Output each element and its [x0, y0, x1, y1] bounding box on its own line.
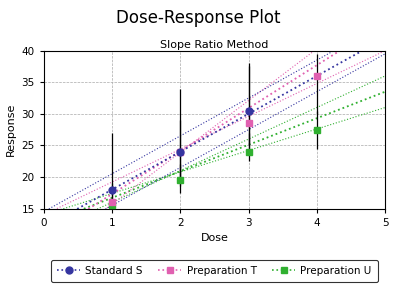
Title: Slope Ratio Method: Slope Ratio Method [160, 40, 268, 50]
Y-axis label: Response: Response [6, 103, 16, 156]
Text: Dose-Response Plot: Dose-Response Plot [116, 9, 281, 27]
Legend: Standard S, Preparation T, Preparation U: Standard S, Preparation T, Preparation U [51, 260, 378, 283]
X-axis label: Dose: Dose [200, 233, 228, 243]
